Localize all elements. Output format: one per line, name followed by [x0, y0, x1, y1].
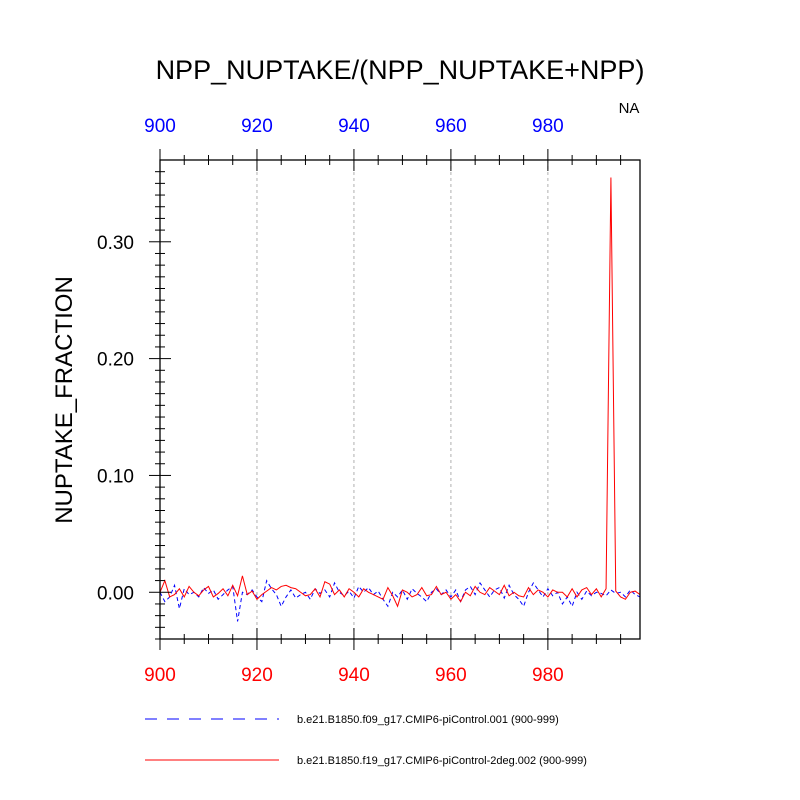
x-tick-label-top-0: 900 — [144, 116, 176, 137]
series-line-1 — [159, 579, 641, 622]
region-label: NA — [619, 100, 640, 117]
axis-ticks — [149, 149, 622, 650]
x-tick-label-top-1: 920 — [241, 116, 273, 137]
x-tick-label-bottom-4: 980 — [532, 665, 564, 686]
x-tick-label-bottom-2: 940 — [338, 665, 370, 686]
legend: b.e21.B1850.f09_g17.CMIP6-piControl.001 … — [145, 714, 587, 767]
x-tick-label-bottom-0: 900 — [144, 665, 176, 686]
x-tick-label-bottom-1: 920 — [241, 665, 273, 686]
y-tick-label-3: 0.30 — [97, 233, 134, 254]
legend-label-series-2: b.e21.B1850.f19_g17.CMIP6-piControl-2deg… — [297, 755, 587, 767]
y-tick-label-2: 0.20 — [97, 350, 134, 371]
series-group — [159, 177, 641, 622]
tick-labels: 900 900 920 920 940 940 960 960 980 980 0.00 0.10 0.… — [97, 116, 564, 686]
x-tick-label-top-2: 940 — [338, 116, 370, 137]
y-tick-label-1: 0.10 — [97, 466, 134, 487]
y-tick-label-0: 0.00 — [97, 583, 134, 604]
vertical-gridlines — [256, 160, 549, 639]
series-line-2 — [159, 177, 641, 608]
x-tick-label-top-3: 960 — [435, 116, 467, 137]
plot-frame — [159, 159, 641, 640]
y-axis-label: NUPTAKE_FRACTION — [51, 276, 78, 524]
x-tick-label-bottom-3: 960 — [435, 665, 467, 686]
chart-title: NPP_NUPTAKE/(NPP_NUPTAKE+NPP) — [156, 55, 645, 85]
x-tick-label-top-4: 980 — [532, 116, 564, 137]
legend-label-series-1: b.e21.B1850.f09_g17.CMIP6-piControl.001 … — [297, 714, 559, 726]
